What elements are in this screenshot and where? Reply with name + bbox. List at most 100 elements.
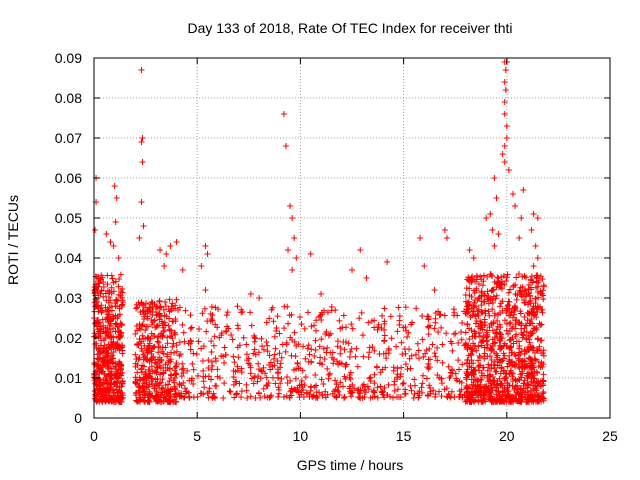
data-point bbox=[323, 328, 330, 335]
data-point bbox=[112, 328, 119, 335]
data-point bbox=[234, 363, 241, 370]
data-point bbox=[271, 351, 278, 358]
data-point bbox=[357, 247, 364, 253]
data-point bbox=[492, 295, 499, 302]
data-point bbox=[408, 352, 415, 359]
data-point bbox=[318, 376, 325, 383]
data-point bbox=[506, 320, 513, 327]
data-point bbox=[116, 359, 123, 366]
data-point bbox=[104, 350, 111, 357]
data-point bbox=[148, 321, 155, 328]
data-point bbox=[267, 393, 274, 400]
data-point bbox=[463, 370, 470, 377]
data-point bbox=[162, 298, 169, 305]
data-point bbox=[484, 273, 491, 280]
data-point bbox=[384, 259, 391, 265]
data-point bbox=[349, 325, 356, 332]
data-point bbox=[275, 393, 282, 400]
data-point bbox=[112, 219, 119, 225]
data-point bbox=[503, 327, 510, 334]
data-point bbox=[230, 381, 237, 388]
data-point bbox=[247, 291, 254, 297]
data-point bbox=[488, 346, 495, 353]
data-point bbox=[243, 351, 250, 358]
data-point bbox=[426, 345, 433, 352]
data-point bbox=[190, 381, 197, 388]
data-point bbox=[111, 380, 118, 387]
data-point bbox=[540, 287, 547, 294]
y-tick-label: 0.08 bbox=[55, 90, 82, 106]
data-point bbox=[493, 354, 500, 361]
data-point bbox=[132, 330, 139, 337]
data-point bbox=[394, 386, 401, 393]
data-point bbox=[348, 346, 355, 353]
data-point bbox=[525, 346, 532, 353]
data-point bbox=[338, 360, 345, 367]
data-point bbox=[449, 370, 456, 377]
data-point bbox=[507, 312, 514, 319]
data-point bbox=[282, 143, 289, 149]
data-point bbox=[157, 379, 164, 386]
data-point bbox=[221, 380, 228, 387]
data-point bbox=[361, 387, 368, 394]
data-point bbox=[519, 273, 526, 280]
data-point bbox=[371, 347, 378, 354]
data-point bbox=[380, 350, 387, 357]
data-point bbox=[108, 370, 115, 377]
data-point bbox=[489, 297, 496, 304]
data-point bbox=[92, 341, 99, 348]
data-point bbox=[489, 306, 496, 313]
data-point bbox=[497, 397, 504, 404]
data-point bbox=[317, 312, 324, 319]
data-point bbox=[188, 375, 195, 382]
data-point bbox=[102, 324, 109, 331]
data-point bbox=[401, 390, 408, 397]
data-point bbox=[103, 231, 110, 237]
data-point bbox=[501, 111, 508, 117]
data-point bbox=[186, 393, 193, 400]
data-point bbox=[475, 377, 482, 384]
data-point bbox=[115, 344, 122, 351]
data-point bbox=[110, 313, 117, 320]
data-point bbox=[289, 267, 296, 273]
data-point bbox=[333, 381, 340, 388]
data-point bbox=[527, 320, 534, 327]
data-point bbox=[501, 143, 508, 149]
data-point bbox=[250, 380, 257, 387]
data-point bbox=[107, 297, 114, 304]
data-point bbox=[205, 357, 212, 364]
data-point bbox=[458, 379, 465, 386]
data-point bbox=[118, 395, 125, 402]
data-point bbox=[517, 310, 524, 317]
data-point bbox=[518, 394, 525, 401]
data-point bbox=[374, 394, 381, 401]
data-point bbox=[346, 374, 353, 381]
data-point bbox=[475, 280, 482, 287]
data-point bbox=[521, 357, 528, 364]
data-point bbox=[381, 320, 388, 327]
data-point bbox=[157, 371, 164, 378]
data-point bbox=[493, 195, 500, 201]
data-point bbox=[143, 300, 150, 307]
data-point bbox=[263, 374, 270, 381]
data-point bbox=[539, 350, 546, 357]
data-point bbox=[481, 290, 488, 297]
data-point bbox=[500, 273, 507, 280]
data-point bbox=[435, 328, 442, 335]
data-point bbox=[366, 375, 373, 382]
data-point bbox=[102, 359, 109, 366]
data-point bbox=[398, 364, 405, 371]
data-point bbox=[496, 346, 503, 353]
data-point bbox=[208, 303, 215, 310]
data-point bbox=[534, 272, 541, 279]
data-point bbox=[334, 387, 341, 394]
data-point bbox=[471, 332, 478, 339]
data-point bbox=[119, 289, 126, 296]
data-point bbox=[243, 381, 250, 388]
data-point bbox=[91, 289, 98, 296]
data-point bbox=[119, 297, 126, 304]
data-point bbox=[189, 360, 196, 367]
data-point bbox=[235, 325, 242, 332]
data-point bbox=[153, 369, 160, 376]
data-point bbox=[357, 394, 364, 401]
